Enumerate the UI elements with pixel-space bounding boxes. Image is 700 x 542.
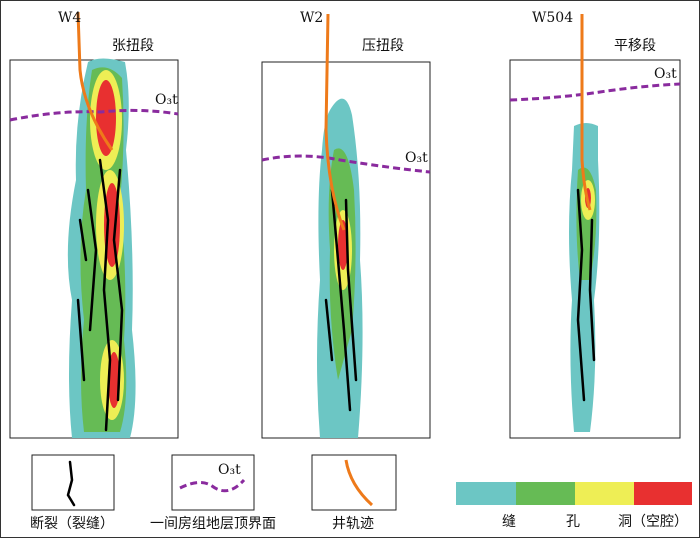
colorbar-label: 缝 <box>502 514 516 530</box>
horizon-line <box>509 82 681 102</box>
well-trajectory <box>580 14 592 211</box>
horizon-label: O₃t <box>654 66 677 82</box>
colorbar-label: 孔 <box>566 514 580 530</box>
legend-horizon <box>179 478 246 493</box>
legend: 断裂（裂缝） O₃t 一间房组地层顶界面 井轨迹 缝 孔 洞（空腔） <box>30 454 692 532</box>
well-name: W504 <box>532 10 573 26</box>
well-name: W4 <box>58 10 81 26</box>
legend-box <box>171 454 255 511</box>
well-trajectory <box>76 11 114 151</box>
fractures <box>324 188 358 412</box>
vug <box>96 80 116 156</box>
colorbar-segment <box>456 482 516 505</box>
vug <box>108 352 120 408</box>
horizon-line <box>261 154 431 174</box>
vug <box>338 220 348 270</box>
legend-trajectory <box>344 459 374 507</box>
legend-label: 井轨迹 <box>332 516 374 532</box>
colorbar-segment <box>634 482 692 505</box>
legend-horizon-label: O₃t <box>218 462 241 478</box>
panel-w504: W504 平移段 O₃t <box>509 10 681 439</box>
legend-fracture <box>66 460 76 507</box>
horizon-line <box>9 108 179 122</box>
panel-w2: W2 压扭段 O₃t <box>261 10 431 439</box>
colorbar-label: 洞（空腔） <box>618 514 688 530</box>
segment-label: 张扭段 <box>112 38 154 54</box>
fractures <box>76 158 124 432</box>
legend-label: 断裂（裂缝） <box>30 516 114 532</box>
fractures <box>576 188 596 402</box>
horizon-label: O₃t <box>155 92 178 108</box>
legend-box <box>31 454 115 511</box>
segment-label: 平移段 <box>614 38 656 54</box>
horizon-label: O₃t <box>405 150 428 166</box>
well-trajectory <box>324 13 346 231</box>
colorbar-segment <box>516 482 575 505</box>
segment-label: 压扭段 <box>362 38 404 54</box>
colorbar-segment <box>575 482 634 505</box>
panel-w4: W4 张扭段 O₃t <box>9 10 179 439</box>
legend-label: 一间房组地层顶界面 <box>150 516 276 532</box>
well-name: W2 <box>300 10 323 26</box>
